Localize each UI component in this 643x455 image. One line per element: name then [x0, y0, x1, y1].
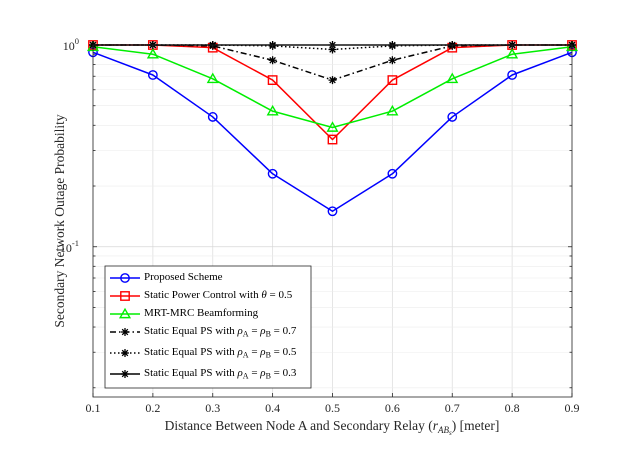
data-point: [447, 112, 458, 122]
legend-label-static-equal-ps-0-7: Static Equal PS with ρA = ρB = 0.7: [144, 325, 297, 339]
data-point: [446, 72, 459, 84]
data-point: [328, 45, 337, 54]
y-axis-label: Secondary Network Outage Probability: [52, 114, 67, 328]
data-point: [267, 168, 278, 179]
data-point: [387, 168, 398, 179]
legend-label-mrt-mrc-beamforming: MRT-MRC Beamforming: [144, 307, 259, 319]
x-tick-label: 0.8: [505, 401, 520, 415]
legend-marker-proposed-scheme: [120, 273, 130, 283]
legend-marker-static-equal-ps-with-a-b-0-3: [121, 370, 129, 378]
x-tick-label: 0.7: [445, 401, 460, 415]
data-point: [327, 206, 338, 217]
data-point: [387, 75, 398, 85]
legend: Proposed Scheme Static Power Control wit…: [104, 265, 312, 389]
legend-marker-static-equal-ps-with-a-b-0-5: [121, 349, 129, 357]
x-tick-label: 0.6: [385, 401, 400, 415]
data-point: [507, 70, 518, 80]
data-point: [206, 72, 219, 84]
data-point: [147, 70, 158, 80]
legend-label-static-equal-ps-0-3: Static Equal PS with ρA = ρB = 0.3: [144, 367, 297, 381]
data-point: [386, 104, 399, 116]
x-tick-label: 0.2: [145, 401, 160, 415]
legend-marker-mrt-mrc-beamforming: [118, 307, 132, 319]
data-point: [326, 121, 339, 132]
legend-marker-static-equal-ps-with-a-b-0-7: [121, 328, 129, 336]
data-point: [268, 56, 277, 65]
y-tick-label: 100: [63, 36, 79, 53]
data-point: [266, 104, 279, 116]
x-tick-label: 0.3: [205, 401, 220, 415]
x-tick-label: 0.1: [86, 401, 101, 415]
legend-label-proposed-scheme: Proposed Scheme: [144, 271, 223, 283]
data-point: [506, 47, 519, 59]
data-point: [146, 47, 159, 59]
legend-marker-static-power-control-with-0-5: [120, 291, 130, 301]
series-line: [92, 46, 573, 129]
x-tick-label: 0.4: [265, 401, 280, 415]
data-point: [267, 75, 278, 85]
legend-label-static-power-control: Static Power Control with θ = 0.5: [144, 289, 293, 301]
data-point: [327, 134, 338, 145]
x-tick-label: 0.9: [565, 401, 580, 415]
legend-label-static-equal-ps-0-5: Static Equal PS with ρA = ρB = 0.5: [144, 346, 297, 360]
data-point: [388, 56, 397, 65]
series-line: [92, 51, 573, 212]
x-axis-label: Distance Between Node A and Secondary Re…: [165, 418, 500, 437]
data-point: [207, 112, 218, 122]
legend-swatches: [110, 273, 140, 378]
y-tick-label: 10-1: [60, 238, 79, 255]
axis-ticks: 0.1 0.2 0.3 0.4 0.5 0.6 0.7 0.8 0.9 100 10-1: [60, 36, 580, 415]
x-tick-label: 0.5: [325, 401, 340, 415]
data-point: [328, 76, 337, 85]
legend-box: [104, 265, 312, 389]
